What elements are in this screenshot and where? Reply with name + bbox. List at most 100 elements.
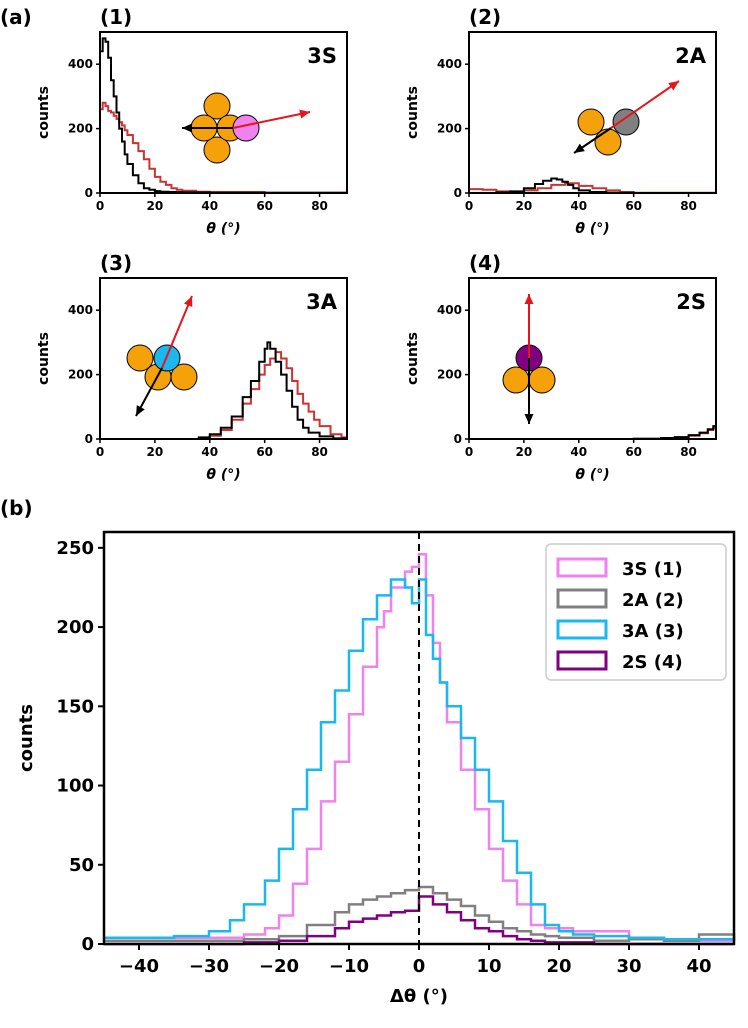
- y-tick-label: 200: [68, 122, 93, 136]
- arrow-red: [232, 111, 311, 129]
- tag-label: 3S: [307, 44, 337, 68]
- y-tick-label: 250: [56, 538, 94, 559]
- y-tick-label: 0: [81, 934, 94, 955]
- x-tick-label: 80: [680, 445, 697, 459]
- x-tick-label: 40: [570, 199, 587, 213]
- x-tick-label: 80: [311, 199, 328, 213]
- y-tick-label: 400: [68, 57, 93, 71]
- arrow-red: [161, 295, 193, 369]
- x-axis-label: θ (°): [206, 467, 240, 483]
- legend-label: 2A (2): [622, 590, 684, 611]
- tag-label: 2A: [675, 44, 707, 68]
- y-axis-label: counts: [36, 332, 52, 385]
- x-tick-label: 30: [616, 956, 641, 977]
- particle-orange: [126, 344, 154, 372]
- x-axis-label: θ (°): [575, 467, 609, 483]
- legend-label: 2S (4): [622, 652, 683, 673]
- y-tick-label: 200: [437, 368, 462, 382]
- x-tick-label: 40: [201, 445, 218, 459]
- series-line-red: [100, 101, 348, 194]
- x-axis-label: Δθ (°): [390, 986, 448, 1007]
- x-tick-label: 40: [686, 956, 711, 977]
- series-line-black: [469, 425, 717, 440]
- y-tick-label: 0: [454, 186, 462, 200]
- x-tick-label: 60: [256, 445, 273, 459]
- y-tick-label: 0: [85, 432, 93, 446]
- x-tick-label: 60: [625, 199, 642, 213]
- y-tick-label: 400: [437, 303, 462, 317]
- x-tick-label: 40: [201, 199, 218, 213]
- plot-frame: [99, 277, 348, 440]
- series-line-3A: [104, 578, 736, 941]
- arrow-red-head: [299, 109, 310, 119]
- arrow-red: [610, 80, 680, 129]
- plot-frame: [468, 277, 717, 440]
- series-line-2S: [104, 895, 734, 946]
- particle-highlight: [612, 108, 640, 136]
- subplot-label: (1): [100, 5, 132, 29]
- x-tick-label: 20: [516, 445, 533, 459]
- series-line-3S: [104, 552, 734, 943]
- y-tick-label: 400: [68, 303, 93, 317]
- y-tick-label: 0: [85, 186, 93, 200]
- plot-frame: [468, 31, 717, 194]
- arrow-black-head: [182, 123, 192, 133]
- panel-a-label: (a): [0, 5, 32, 29]
- particle-orange: [203, 136, 231, 164]
- x-axis-label: θ (°): [206, 221, 240, 237]
- particle-orange: [170, 363, 198, 391]
- molecule-diagram-sub1: [182, 92, 311, 164]
- legend-label: 3A (3): [622, 621, 684, 642]
- x-tick-label: 0: [413, 956, 426, 977]
- y-tick-label: 0: [454, 432, 462, 446]
- x-tick-label: 40: [570, 445, 587, 459]
- arrow-black-head: [136, 405, 145, 416]
- x-tick-label: 60: [625, 445, 642, 459]
- subplot-label: (4): [469, 251, 501, 275]
- y-axis-label: counts: [16, 704, 37, 772]
- y-tick-label: 100: [56, 776, 94, 797]
- x-tick-label: 0: [96, 199, 104, 213]
- legend: 3S (1) 2A (2) 3A (3) 2S (4): [545, 543, 727, 681]
- legend-box: [545, 543, 727, 681]
- x-tick-label: 80: [680, 199, 697, 213]
- particle-orange: [577, 108, 605, 136]
- y-tick-label: 200: [56, 617, 94, 638]
- y-tick-label: 200: [437, 122, 462, 136]
- arrow-black-head: [524, 414, 534, 424]
- x-tick-label: −40: [119, 956, 159, 977]
- x-tick-label: 10: [476, 956, 501, 977]
- arrow-black-head: [574, 143, 585, 153]
- x-tick-label: 60: [256, 199, 273, 213]
- plot-frame: [99, 31, 348, 194]
- series-line-2A: [104, 885, 736, 943]
- x-tick-label: 20: [147, 199, 164, 213]
- molecule-diagram-sub3: [126, 295, 198, 417]
- molecule-diagram-sub2: [573, 80, 680, 156]
- particle-orange: [594, 128, 622, 156]
- arrow-red-head: [668, 81, 679, 91]
- legend-label: 3S (1): [622, 559, 683, 580]
- subplot-label: (3): [100, 251, 132, 275]
- arrow-red-head: [184, 296, 193, 307]
- x-tick-label: 0: [96, 445, 104, 459]
- x-tick-label: 20: [147, 445, 164, 459]
- y-tick-label: 50: [69, 855, 94, 876]
- y-tick-label: 150: [56, 696, 94, 717]
- legend-swatch: [556, 619, 608, 640]
- legend-swatch: [556, 588, 608, 609]
- y-tick-label: 200: [68, 368, 93, 382]
- x-axis-label: θ (°): [575, 221, 609, 237]
- y-axis-label: counts: [36, 86, 52, 139]
- x-tick-label: −30: [189, 956, 229, 977]
- legend-swatch: [556, 557, 608, 578]
- legend-swatch: [556, 650, 608, 671]
- arrow-red-head: [524, 294, 534, 304]
- tag-label: 3A: [306, 290, 338, 314]
- x-tick-label: 80: [311, 445, 328, 459]
- series-line-red: [100, 351, 348, 440]
- x-tick-label: 20: [546, 956, 571, 977]
- y-axis-label: counts: [405, 332, 421, 385]
- particle-orange: [203, 92, 231, 120]
